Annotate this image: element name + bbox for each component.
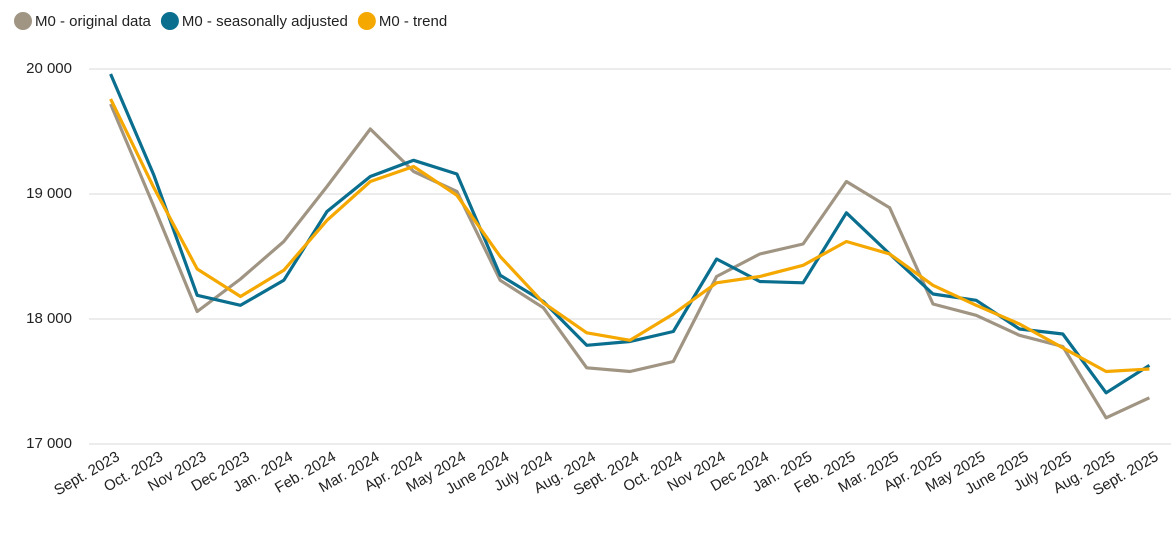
series-line [109,98,1150,374]
series-line [109,103,1151,420]
legend-swatch [357,12,376,30]
y-tick-label: 18 000 [26,310,72,327]
legend-swatch [14,12,32,30]
legend-label: M0 - trend [379,13,447,30]
y-tick-label: 17 000 [26,435,72,452]
series-line [109,73,1151,395]
legend-label: M0 - original data [35,13,152,30]
legend-label: M0 - seasonally adjusted [182,13,348,30]
y-tick-label: 19 000 [26,185,72,202]
y-tick-label: 20 000 [26,60,72,77]
legend-swatch [160,12,179,30]
